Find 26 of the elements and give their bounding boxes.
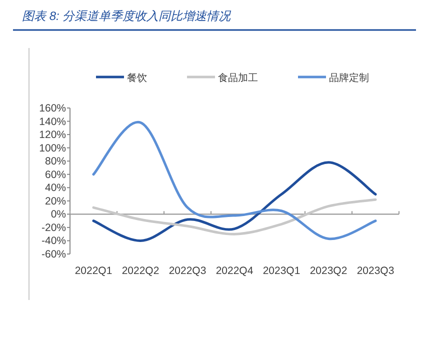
legend-label: 餐饮 (127, 72, 147, 84)
legend-label: 食品加工 (218, 72, 258, 84)
line-series (92, 161, 377, 242)
y-tick-label: 20% (44, 195, 66, 208)
y-tick-label: 80% (44, 156, 66, 168)
x-tick-label: 2022Q3 (168, 265, 206, 277)
y-tick-label: 120% (39, 129, 66, 142)
x-tick-label: 2023Q1 (262, 265, 300, 277)
x-tick-label: 2023Q3 (356, 265, 394, 277)
y-tick-label: 40% (44, 182, 66, 194)
y-tick-label: 140% (39, 116, 66, 128)
x-tick-label: 2022Q1 (74, 265, 112, 277)
line-series (92, 121, 377, 240)
y-tick-label: -20% (41, 222, 66, 234)
x-tick-label: 2022Q4 (216, 265, 254, 277)
y-tick-label: 100% (39, 142, 66, 154)
title: 图表 8: 分渠道单季度收入同比增速情况 (22, 9, 231, 23)
x-tick-label: 2023Q2 (310, 265, 348, 277)
y-tick-label: -40% (41, 235, 66, 248)
y-tick-label: -60% (41, 248, 66, 260)
y-tick-label: 160% (39, 102, 66, 114)
x-tick-label: 2022Q2 (122, 265, 160, 277)
y-tick-label: 60% (44, 168, 66, 181)
legend-label: 品牌定制 (329, 72, 369, 84)
y-tick-label: 0% (50, 208, 66, 221)
line-series (92, 198, 377, 236)
